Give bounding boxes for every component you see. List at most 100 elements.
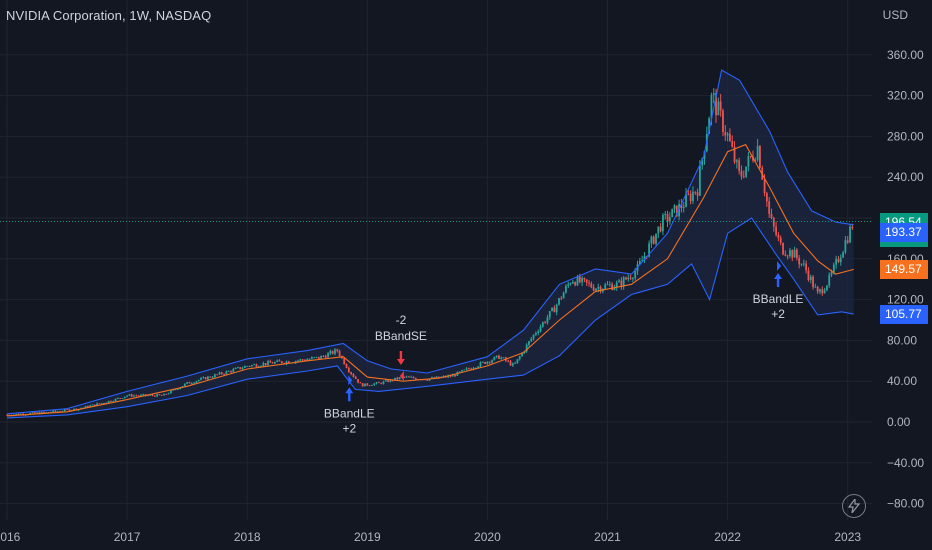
candle-body: [844, 240, 847, 253]
candle-body: [52, 410, 55, 413]
candle-body: [93, 404, 96, 406]
candle-body: [271, 362, 274, 364]
candle-body: [373, 383, 376, 386]
candle-body: [433, 377, 436, 379]
candle-body: [246, 366, 249, 367]
x-tick-label: 2022: [714, 530, 741, 544]
candle-body: [615, 282, 618, 288]
candle-body: [731, 141, 734, 147]
candle-body: [807, 270, 810, 281]
candle-body: [611, 284, 614, 290]
candle-body: [745, 166, 747, 177]
candle-body: [648, 243, 650, 257]
candle-body: [366, 383, 369, 386]
candle-body: [622, 277, 625, 287]
candle-body: [220, 372, 223, 375]
candle-body: [142, 394, 145, 396]
candle-body: [604, 284, 607, 289]
candle-body: [287, 361, 290, 364]
candle-body: [851, 226, 854, 229]
candle-body: [322, 355, 325, 357]
candle-body: [625, 277, 627, 280]
candle-body: [186, 382, 189, 384]
signal-qty: +2: [342, 421, 356, 435]
x-tick-label: 2018: [234, 530, 261, 544]
candle-body: [133, 395, 135, 397]
candle-body: [599, 286, 602, 292]
candle-body: [618, 280, 620, 283]
candle-body: [756, 146, 759, 160]
candle-body: [414, 378, 417, 380]
candle-body: [846, 240, 849, 243]
candle-body: [488, 361, 491, 363]
candle-body: [17, 413, 20, 415]
candle-body: [357, 379, 359, 383]
candle-body: [394, 377, 396, 381]
candle-body: [740, 170, 743, 177]
candle-body: [472, 368, 475, 370]
candle-body: [304, 360, 306, 361]
candle-body: [712, 93, 715, 95]
candle-body: [680, 204, 683, 209]
candle-body: [398, 377, 401, 380]
candle-body: [278, 360, 281, 362]
candle-body: [329, 351, 332, 354]
candle-body: [248, 366, 251, 367]
candle-body: [507, 360, 510, 362]
candle-body: [338, 351, 341, 357]
candle-body: [802, 263, 805, 265]
candle-body: [146, 395, 149, 397]
bollinger-band-fill: [7, 70, 854, 418]
candle-body: [539, 326, 542, 332]
candle-body: [223, 374, 226, 375]
candle-body: [105, 402, 108, 404]
candle-body: [375, 382, 378, 384]
candle-body: [574, 282, 577, 286]
candle-body: [565, 286, 567, 293]
candle-body: [389, 379, 392, 382]
candle-body: [518, 356, 521, 360]
candle-body: [666, 214, 669, 222]
candle-body: [583, 277, 586, 280]
candle-body: [567, 284, 570, 287]
candle-body: [789, 250, 791, 256]
candle-body: [849, 226, 851, 243]
candle-body: [597, 286, 600, 289]
candle-body: [227, 370, 230, 372]
candle-body: [107, 400, 110, 403]
candle-body: [784, 254, 787, 256]
candle-body: [100, 403, 103, 404]
candle-body: [230, 370, 232, 373]
candle-body: [768, 201, 771, 214]
candle-body: [809, 276, 812, 281]
candle-body: [528, 341, 530, 345]
candle-body: [260, 365, 262, 367]
candle-body: [313, 357, 316, 359]
candle-body: [172, 389, 175, 391]
candle-body: [200, 378, 202, 380]
candle-body: [253, 364, 256, 366]
signal-long-arrow-icon: [345, 387, 354, 402]
candle-body: [190, 383, 193, 384]
candle-body: [209, 376, 212, 378]
lightning-bolt-icon[interactable]: [842, 494, 866, 518]
candle-body: [477, 366, 480, 368]
candle-body: [814, 286, 817, 288]
y-tick-label: 320.00: [887, 89, 924, 103]
candle-body: [535, 333, 537, 335]
candle-body: [842, 252, 844, 258]
candle-body: [343, 358, 346, 365]
candle-body: [491, 360, 493, 363]
candle-body: [571, 282, 574, 284]
candle-body: [331, 351, 334, 354]
candle-body: [560, 298, 563, 299]
candle-body: [347, 367, 350, 373]
y-tick-label: 40.00: [887, 374, 917, 388]
candle-body: [327, 353, 329, 358]
candle-body: [516, 359, 519, 364]
candle-body: [56, 411, 59, 413]
x-tick-label: 2017: [114, 530, 141, 544]
candle-body: [403, 376, 406, 378]
candle-body: [532, 334, 535, 339]
